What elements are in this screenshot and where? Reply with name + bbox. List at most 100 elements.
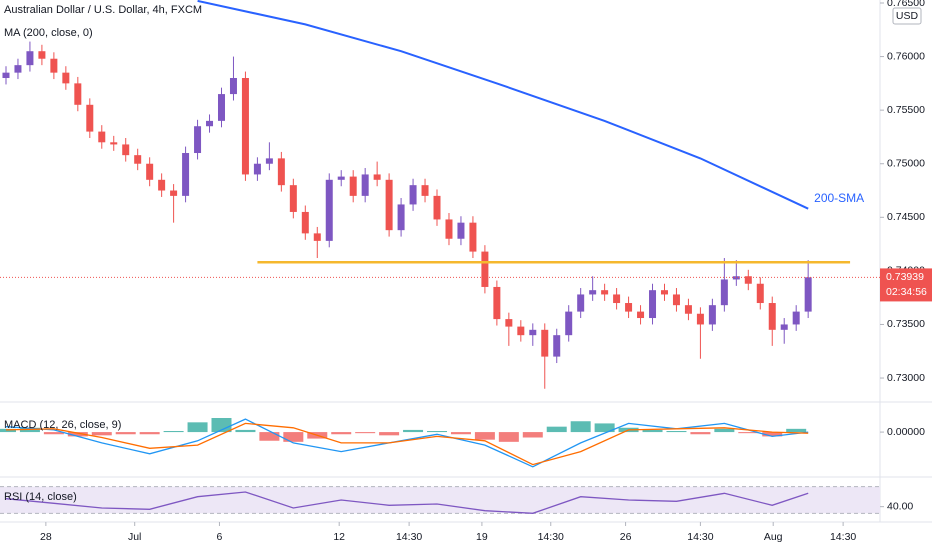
macd-line [5,418,809,468]
candle-body [553,335,561,357]
candle-body [50,58,58,73]
candle-body [589,290,597,295]
macd-hist-bar [714,428,735,433]
candle-body [804,277,812,312]
candle-body [385,179,393,231]
candle-body [122,144,130,156]
y-tick-label: 0.76500 [887,0,925,9]
macd-hist-bar [67,432,88,437]
candle-body [577,294,585,312]
candle-body [289,185,297,212]
candle-body [229,78,237,95]
candle-body [301,211,309,234]
candle-body [14,65,22,73]
macd-hist-bar [331,432,352,435]
rsi-legend: RSI (14, close) [4,491,77,503]
candle-body [170,190,178,196]
macd-tick-label: 0.00000 [887,426,925,438]
candle-body [62,72,70,84]
macd-legend: MACD (12, 26, close, 9) [4,419,121,431]
macd-hist-bar [762,432,783,437]
candle-body [38,51,46,59]
candle-body [325,179,333,241]
y-tick-label: 0.75500 [887,104,925,116]
macd-hist-bar [474,432,495,440]
macd-hist-bar [379,432,400,436]
candle-body [744,276,752,284]
macd-hist-bar [570,421,591,433]
candle-body [649,290,657,319]
macd-hist-bar [187,422,208,433]
candle-body [469,222,477,252]
candle-body [265,158,273,164]
candle-body [696,313,704,325]
candle-body [182,153,190,196]
x-tick-label: 14:30 [830,531,856,543]
candle-body [433,195,441,220]
candle-body [637,311,645,319]
macd-hist-bar [211,418,232,433]
ma-line [197,0,809,210]
candle-body [409,185,417,205]
ma-label: 200-SMA [814,191,864,205]
candle-body [684,305,692,314]
candle-body [672,294,680,306]
indicator-legend: MA (200, close, 0) [4,27,93,39]
candle-body [253,163,261,175]
macd-hist-bar [355,432,376,434]
candle-body [732,276,740,280]
candle-body [217,94,225,121]
candle-body [86,104,94,132]
chart-title: Australian Dollar / U.S. Dollar, 4h, FXC… [4,4,202,16]
candle-body [110,142,118,145]
currency[interactable]: USD [896,10,919,22]
macd-hist-bar [403,429,424,433]
macd-hist-bar [786,428,807,433]
candle-body [134,155,142,164]
candle-body [457,222,465,239]
macd-hist-bar [235,429,256,433]
candle-body [337,176,345,180]
candle-body [768,303,776,330]
signal-line [5,422,809,466]
macd-hist-bar [43,432,64,435]
y-tick-label: 0.76000 [887,50,925,62]
candle-body [241,78,249,175]
candle-body [421,185,429,196]
candle-body [529,329,537,336]
macd-hist-bar [546,426,567,433]
macd-hist-bar [163,431,184,433]
rsi-tick-label: 40.00 [887,500,913,512]
currency-box[interactable] [892,7,922,25]
candle-body [74,83,82,105]
marks [0,0,880,514]
candle-body [660,290,668,295]
candle-body [720,279,728,306]
candle-body [313,233,321,241]
x-tick-label: 12 [333,531,345,543]
candle-body [792,311,800,325]
candle-body [481,251,489,287]
candle-body [493,286,501,320]
macd-hist-bar [450,432,471,435]
rsi-line [5,491,809,514]
last-price-label: 0.73939 [886,271,924,283]
x-tick-label: 28 [40,531,52,543]
x-tick-label: 26 [620,531,632,543]
candle-body [397,204,405,231]
macd-hist-bar [666,431,687,433]
macd-hist-bar [522,432,543,438]
x-tick-label: 19 [476,531,488,543]
macd-hist-bar [427,431,448,433]
candle-body [625,303,633,312]
y-tick-label: 0.73500 [887,318,925,330]
last-price-box [880,268,932,302]
macd-hist-bar [139,432,160,435]
candle-body [565,311,573,336]
candle-body [206,120,214,127]
candle-body [146,163,154,180]
x-tick-label: 14:30 [687,531,713,543]
candle-body [756,283,764,304]
candle-body [26,51,34,66]
